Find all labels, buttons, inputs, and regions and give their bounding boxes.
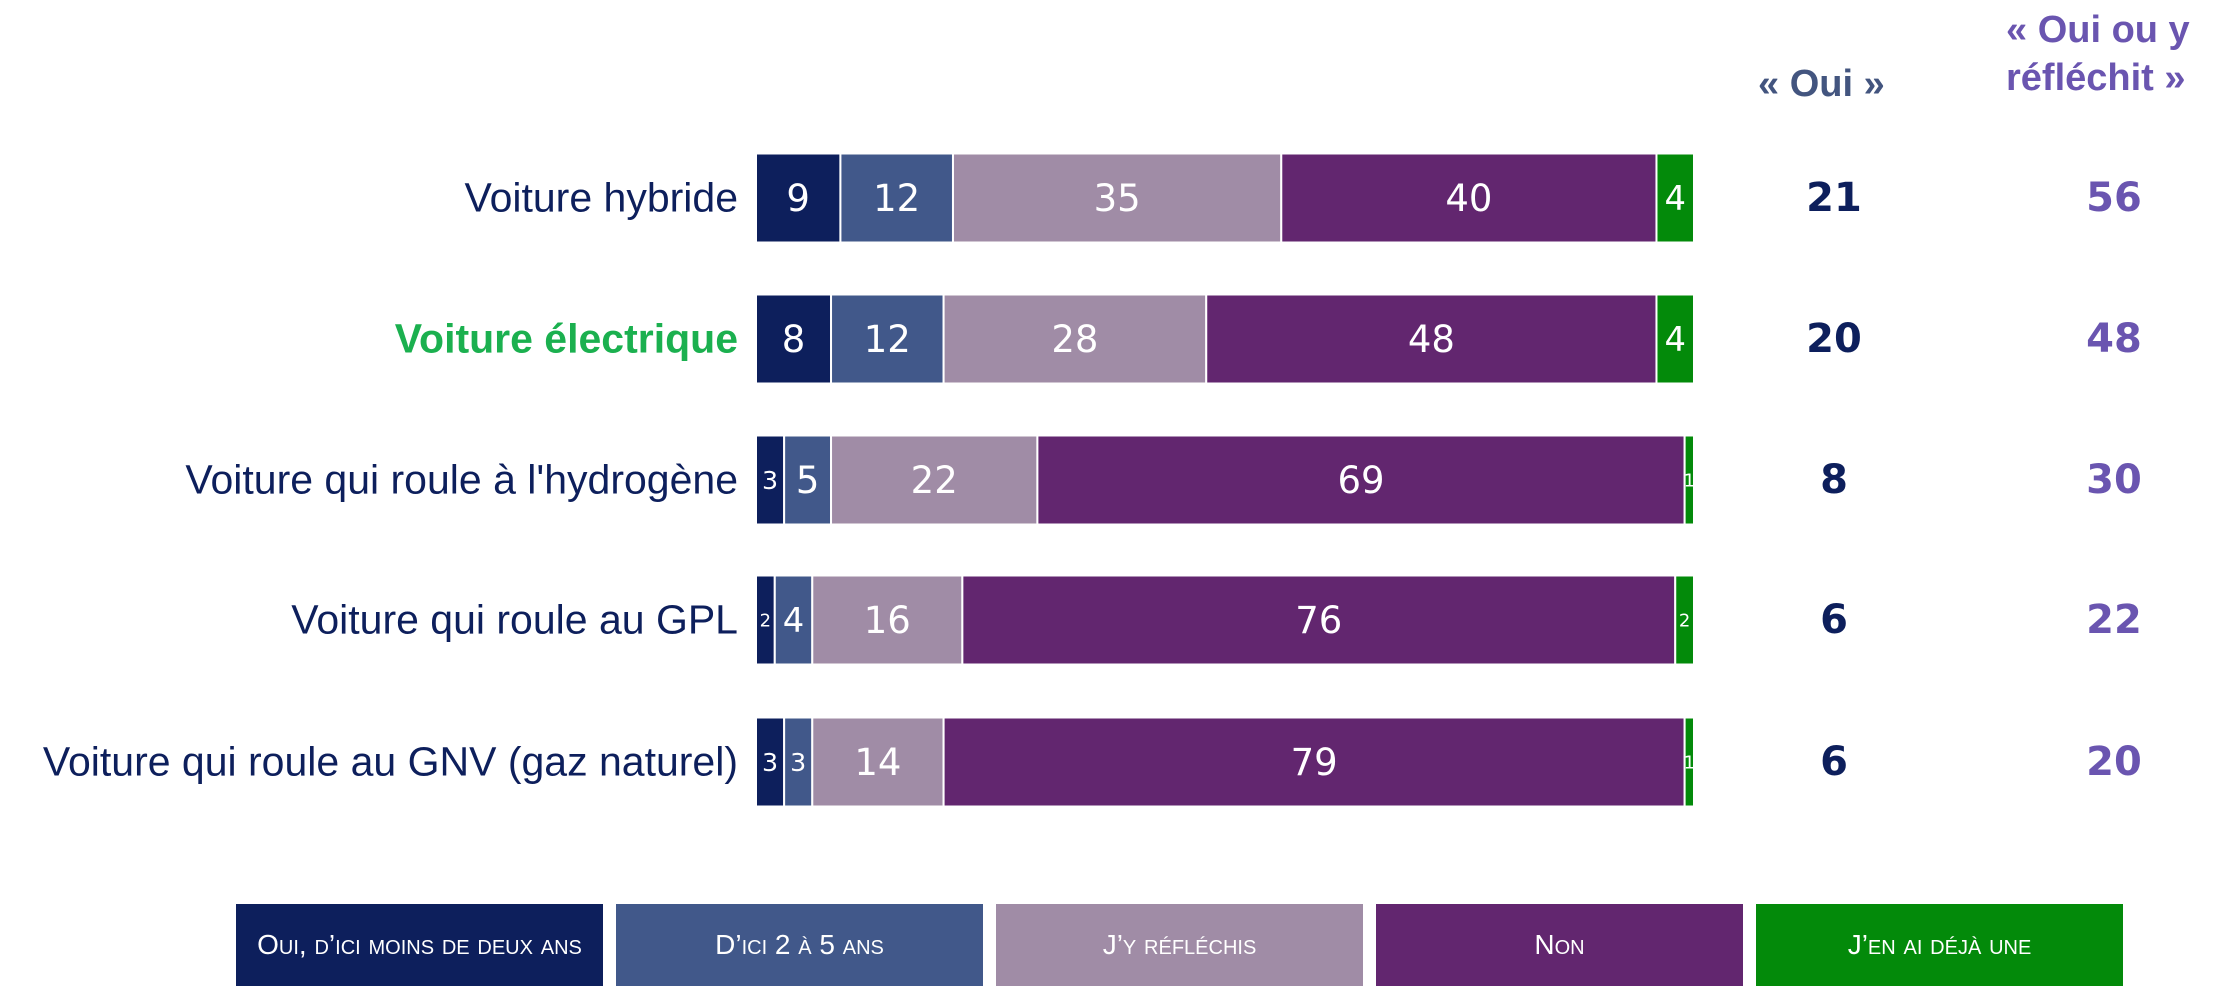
value-label: 3	[762, 747, 778, 777]
category-label: Voiture qui roule à l'hydrogène	[185, 456, 738, 503]
value-label: 40	[1445, 177, 1492, 220]
bar-segment	[755, 293, 833, 385]
legend-entry: D’ici 2 à 5 ans	[616, 904, 983, 986]
value-label: 48	[1408, 318, 1455, 361]
value-label: 14	[854, 741, 901, 784]
category-label: Voiture qui roule au GNV (gaz naturel)	[42, 738, 738, 785]
chart: 9 12 35 40 48 12 28 48 43 5 22 69 12 4 16 76 23 3 14 79 1	[755, 152, 1695, 808]
bar-segment	[1655, 152, 1695, 244]
legend-entry: Non	[1376, 904, 1743, 986]
value-label: 2	[760, 610, 771, 631]
value-label: 1	[1684, 752, 1695, 773]
column-value: 6	[1820, 597, 1848, 643]
bar-segment	[1205, 293, 1658, 385]
column-value: 48	[2086, 316, 2142, 362]
value-label: 4	[1664, 179, 1685, 218]
bar-segment	[1674, 574, 1695, 666]
bar-segment	[783, 434, 833, 526]
value-label: 9	[786, 177, 810, 220]
value-label: 35	[1094, 177, 1141, 220]
value-label: 5	[796, 459, 820, 502]
legend-entry: J’en ai déjà une	[1756, 904, 2123, 986]
value-label: 16	[864, 599, 911, 642]
column-header: « Oui »	[1758, 63, 1885, 105]
legend-entry: J’y réfléchis	[996, 904, 1363, 986]
bar-segment	[755, 152, 842, 244]
value-label: 4	[783, 601, 804, 640]
value-label: 28	[1051, 318, 1098, 361]
column-value: 21	[1806, 175, 1862, 221]
bar-segment	[783, 716, 814, 808]
bar-segment	[1280, 152, 1658, 244]
legend-entry: Oui, d’ici moins de deux ans	[236, 904, 603, 986]
bar-segment	[811, 716, 945, 808]
bar-segment	[951, 152, 1283, 244]
bar-segment	[961, 574, 1677, 666]
bar-segment	[942, 293, 1208, 385]
value-label: 3	[790, 747, 806, 777]
category-label: Voiture hybride	[464, 174, 738, 221]
bar-segment	[830, 293, 945, 385]
column-header: « Oui ou y réfléchit »	[2006, 9, 2190, 99]
value-label: 12	[873, 177, 920, 220]
bar-segment	[1683, 716, 1695, 808]
value-label: 2	[1679, 610, 1690, 631]
value-label: 69	[1337, 459, 1384, 502]
category-label: Voiture électrique	[394, 315, 738, 362]
value-label: 22	[911, 459, 958, 502]
bar-segment	[1683, 434, 1695, 526]
bar-segment	[773, 574, 814, 666]
category-label: Voiture qui roule au GPL	[291, 596, 738, 643]
column-value: 8	[1820, 457, 1848, 503]
bar-segment	[1036, 434, 1686, 526]
column-value: 56	[2086, 175, 2142, 221]
value-label: 8	[782, 318, 806, 361]
column-value: 20	[2086, 739, 2142, 785]
value-label: 1	[1684, 470, 1695, 491]
column-value: 20	[1806, 316, 1862, 362]
bar-segment	[839, 152, 954, 244]
column-value: 30	[2086, 457, 2142, 503]
value-label: 4	[1664, 320, 1685, 359]
value-label: 79	[1291, 741, 1338, 784]
bar-segment	[942, 716, 1686, 808]
value-label: 76	[1295, 599, 1342, 642]
bar-segment	[1655, 293, 1695, 385]
value-label: 3	[762, 465, 778, 495]
column-value: 22	[2086, 597, 2142, 643]
bar-segment	[755, 716, 786, 808]
value-label: 12	[864, 318, 911, 361]
column-value: 6	[1820, 739, 1848, 785]
bar-segment	[755, 434, 786, 526]
